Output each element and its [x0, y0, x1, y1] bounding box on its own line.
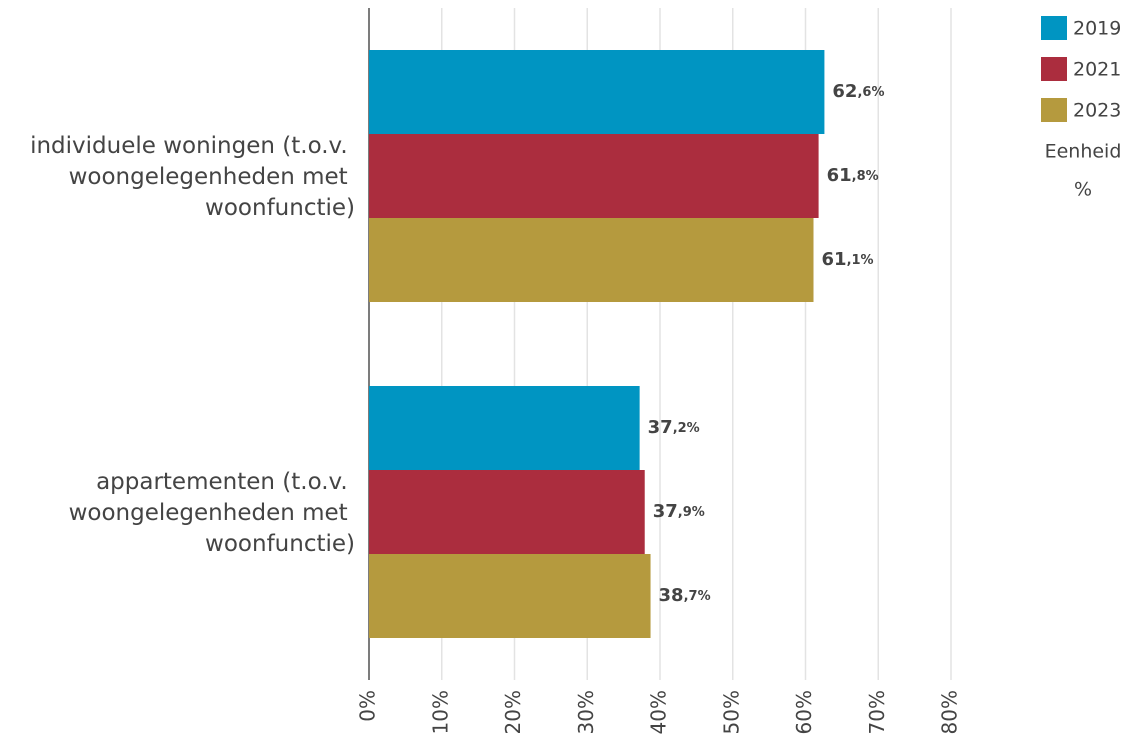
x-tick-label: 50%	[719, 690, 743, 734]
bar	[369, 386, 640, 470]
x-tick-label: 60%	[792, 690, 816, 734]
category-label: appartementen (t.o.v. woongelegenheden m…	[69, 469, 355, 557]
value-label: 38,7%	[659, 585, 711, 606]
value-label: 61,1%	[822, 249, 874, 270]
legend-swatch	[1041, 16, 1067, 40]
x-tick-label: 40%	[647, 690, 671, 734]
value-label: 37,2%	[648, 417, 700, 438]
bar	[369, 134, 819, 218]
bar	[369, 554, 651, 638]
legend-label: 2021	[1073, 59, 1121, 81]
legend-label: 2023	[1073, 100, 1121, 122]
legend-swatch	[1041, 57, 1067, 81]
x-tick-label: 70%	[865, 690, 889, 734]
value-label: 37,9%	[653, 501, 705, 522]
x-tick-label: 80%	[938, 690, 962, 734]
x-tick-label: 10%	[428, 690, 452, 734]
bar	[369, 470, 645, 554]
x-tick-label: 30%	[574, 690, 598, 734]
x-tick-label: 20%	[501, 690, 525, 734]
legend-swatch	[1041, 98, 1067, 122]
value-label: 61,8%	[827, 165, 879, 186]
legend-label: 2019	[1073, 18, 1121, 40]
x-tick-label: 0%	[356, 690, 380, 722]
bar	[369, 218, 814, 302]
value-label: 62,6%	[832, 81, 884, 102]
unit-label: Eenheid	[1045, 141, 1122, 163]
bar	[369, 50, 825, 134]
unit: %	[1074, 179, 1092, 201]
category-label: individuele woningen (t.o.v. woongelegen…	[30, 133, 355, 221]
